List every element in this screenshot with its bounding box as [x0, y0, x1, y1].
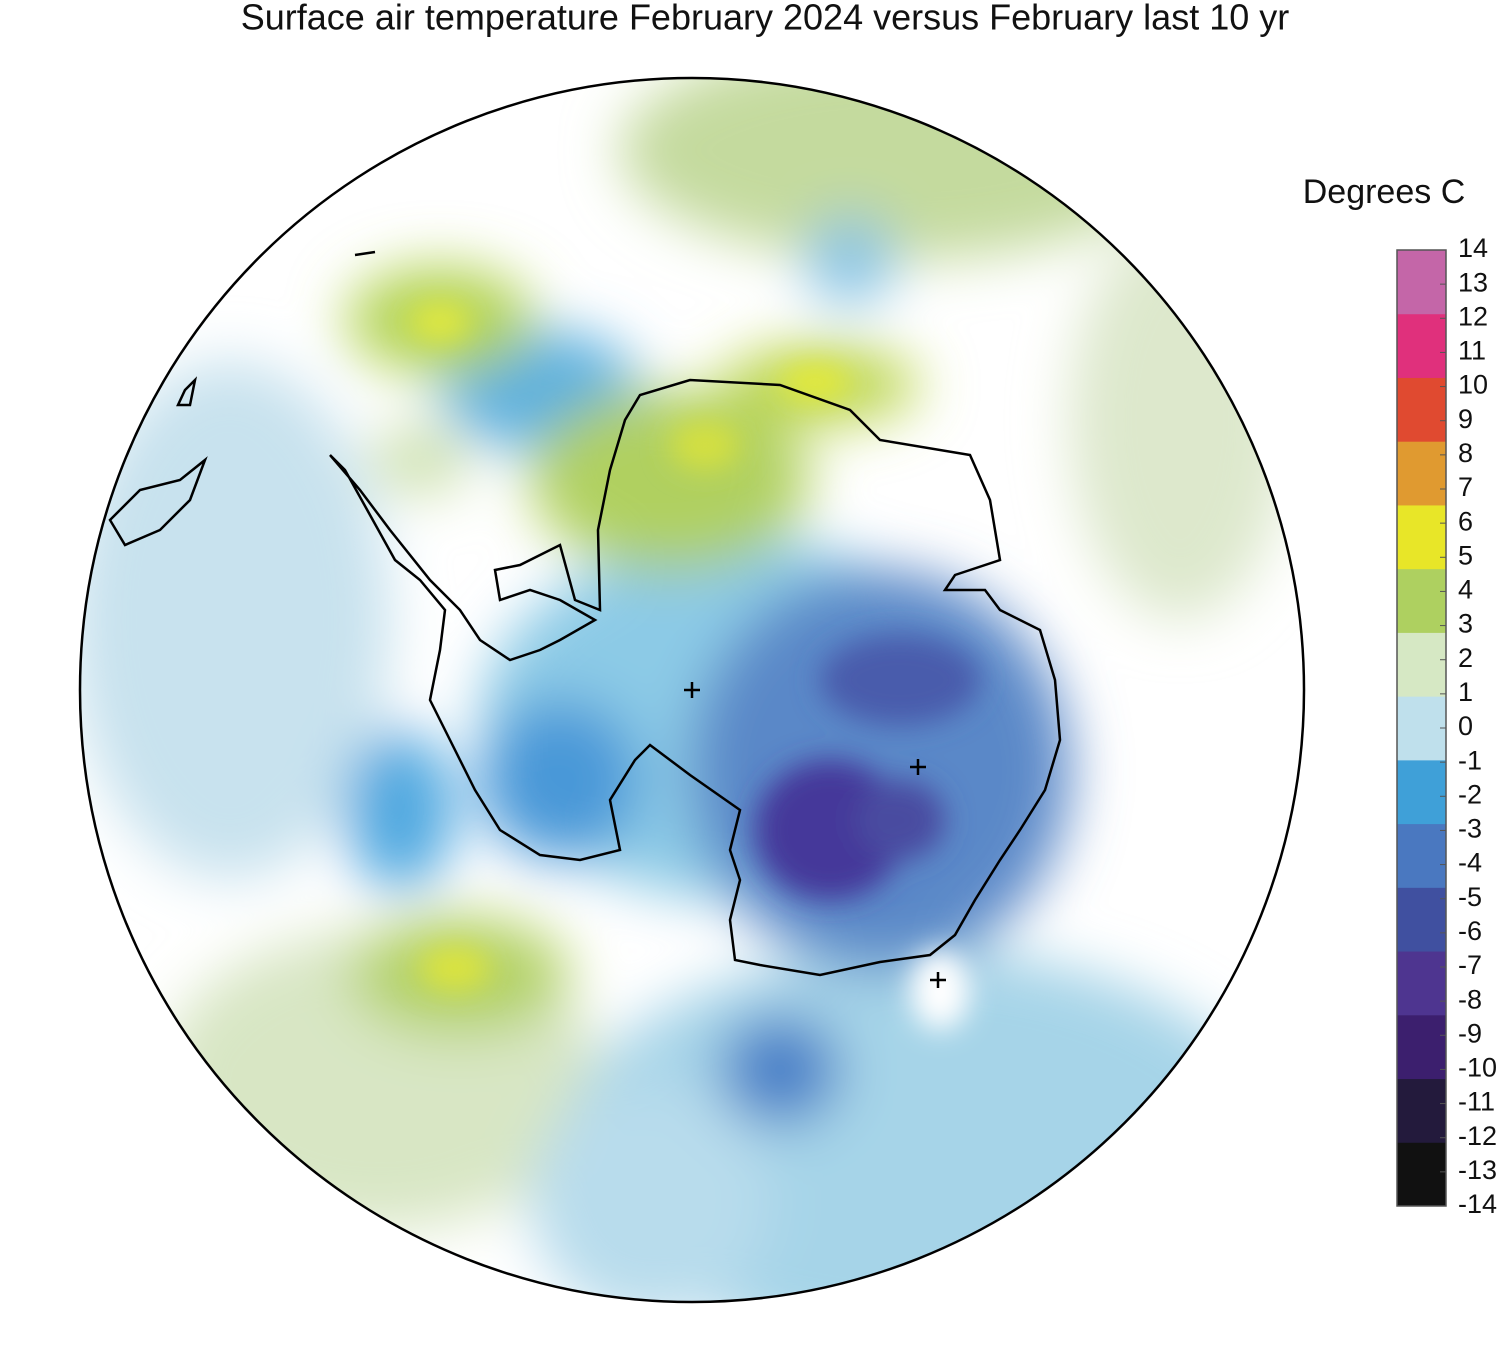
colorbar-tick-label: 6 — [1458, 506, 1473, 536]
colorbar-segment — [1397, 504, 1446, 570]
colorbar-tick-label: 14 — [1458, 233, 1488, 263]
colorbar-segment — [1397, 823, 1446, 888]
colorbar-tick-label: -12 — [1458, 1121, 1497, 1151]
colorbar-segment — [1397, 568, 1446, 633]
colorbar-tick-label: -4 — [1458, 848, 1482, 878]
colorbar-segment — [1397, 441, 1446, 506]
colorbar-tick-label: 8 — [1458, 438, 1473, 468]
pole-markers — [684, 682, 946, 988]
colorbar-tick-label: 9 — [1458, 404, 1473, 434]
colorbar-tick-label: -14 — [1458, 1189, 1497, 1219]
colorbar-tick-label: 2 — [1458, 643, 1473, 673]
colorbar-tick-label: 11 — [1458, 336, 1486, 366]
colorbar-segment — [1397, 887, 1446, 952]
colorbar-tick-label: -13 — [1458, 1155, 1497, 1185]
colorbar-tick-label: 0 — [1458, 711, 1473, 741]
coastline — [108, 250, 1062, 977]
colorbar-tick-label: -7 — [1458, 950, 1482, 980]
colorbar-tick-label: -5 — [1458, 882, 1482, 912]
colorbar-tick-label: -10 — [1458, 1053, 1497, 1083]
colorbar-segment — [1397, 250, 1446, 315]
colorbar-tick-label: -3 — [1458, 814, 1482, 844]
colorbar-tick-label: 7 — [1458, 472, 1473, 502]
colorbar-segment — [1397, 377, 1446, 442]
colorbar-tick-label: -8 — [1458, 984, 1482, 1014]
colorbar-segment — [1397, 313, 1446, 378]
colorbar-tick-label: -2 — [1458, 779, 1482, 809]
colorbar-tick-label: 12 — [1458, 301, 1488, 331]
colorbar: 14131211109876543210-1-2-3-4-5-6-7-8-9-1… — [1396, 233, 1497, 1219]
colorbar-segment — [1397, 1014, 1446, 1080]
colorbar-segment — [1397, 1142, 1446, 1207]
colorbar-tick-label: -9 — [1458, 1018, 1482, 1048]
colorbar-title: Degrees C — [1303, 173, 1466, 211]
map-frame — [78, 76, 1306, 1304]
colorbar-tick-label: 10 — [1458, 370, 1488, 400]
colorbar-segment — [1397, 632, 1446, 697]
colorbar-segment — [1397, 1078, 1446, 1143]
anomaly-field — [80, 78, 1304, 1302]
colorbar-tick-label: 5 — [1458, 540, 1473, 570]
colorbar-tick-label: -11 — [1458, 1087, 1495, 1117]
colorbar-tick-label: 1 — [1458, 677, 1473, 707]
colorbar-tick-label: -6 — [1458, 916, 1482, 946]
colorbar-tick-label: 13 — [1458, 267, 1488, 297]
map-title: Surface air temperature February 2024 ve… — [241, 0, 1289, 38]
colorbar-segment — [1397, 759, 1446, 825]
colorbar-segment — [1397, 951, 1446, 1016]
colorbar-tick-label: -1 — [1458, 745, 1482, 775]
colorbar-tick-label: 3 — [1458, 609, 1473, 639]
colorbar-tick-label: 4 — [1458, 575, 1473, 605]
colorbar-segment — [1397, 696, 1446, 761]
